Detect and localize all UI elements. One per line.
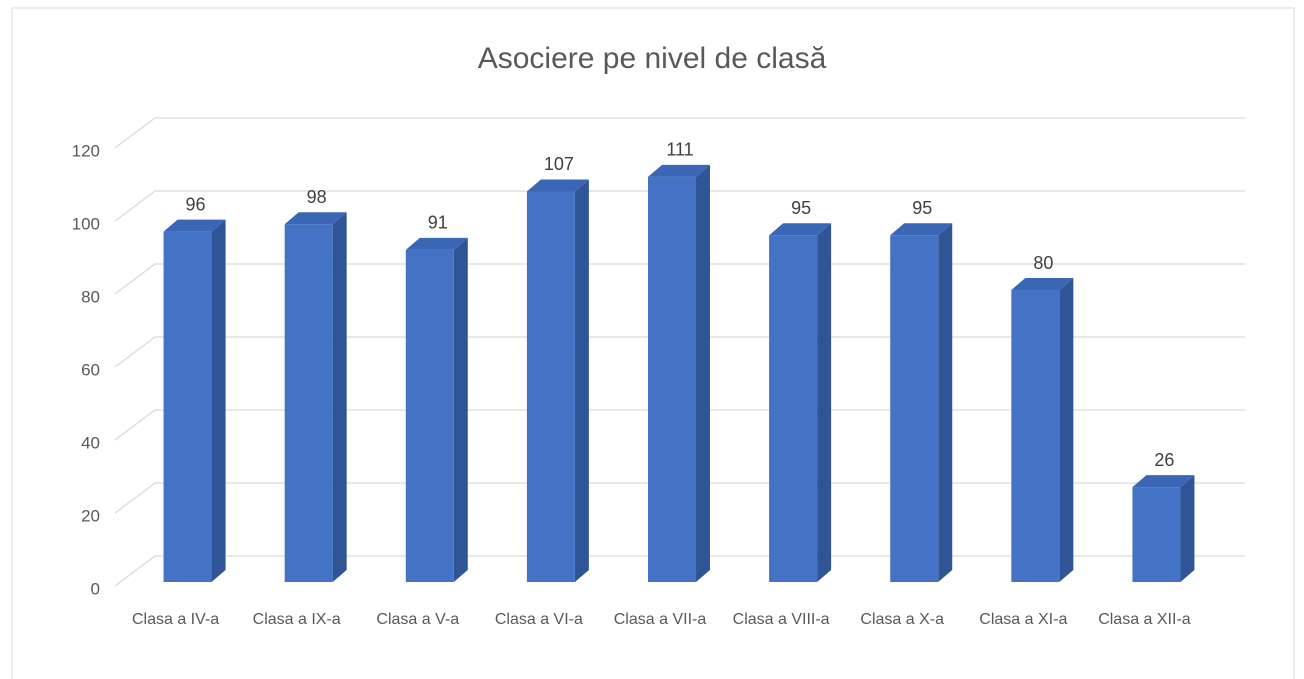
bar-top [526,179,589,192]
data-label: 111 [666,140,693,160]
bar-top [284,212,347,225]
x-tick-label: Clasa a VII-a [614,611,707,628]
grid-line [114,336,1245,368]
grid-line [114,263,1245,295]
bar-front [526,191,575,582]
grid-line [114,482,1245,514]
data-label: 95 [912,198,932,218]
x-tick-label: Clasa a VI-a [495,611,583,628]
y-tick-label: 20 [81,506,100,525]
bar-top [769,223,832,236]
bar-side [938,223,953,582]
bar-side [1180,475,1195,582]
x-tick-label: Clasa a XII-a [1098,611,1191,628]
bar-side [453,237,468,582]
bar-top [1132,475,1195,488]
y-tick-label: 40 [81,433,100,452]
x-tick-label: Clasa a XI-a [979,611,1067,628]
data-label: 107 [544,154,574,174]
x-tick-label: Clasa a IX-a [253,611,341,628]
y-tick-label: 0 [91,579,100,598]
bar-side [1059,278,1074,582]
bar-front [890,235,939,582]
y-tick-label: 120 [72,141,100,160]
chart-title: Asociere pe nivel de clasă [478,42,827,75]
bar-front [1132,487,1181,582]
bar [284,212,347,583]
bar-side [332,212,347,583]
bar [405,237,468,582]
y-tick-label: 60 [81,360,100,379]
bar-top [1011,278,1074,290]
bar [648,164,710,582]
data-label: 96 [186,194,206,214]
bar-front [405,249,454,582]
bar-top [648,164,710,177]
data-label: 26 [1154,450,1174,470]
grid-line [114,117,1245,149]
grid-line [114,555,1245,587]
y-tick-label: 100 [72,214,100,233]
bar [163,219,226,582]
bar-top [405,237,468,250]
data-label: 91 [428,213,448,233]
y-tick-label: 80 [81,287,100,306]
bar-front [163,231,212,582]
bar [1132,475,1195,582]
bar-front [648,176,696,582]
bar-front [1011,290,1060,582]
data-label: 95 [791,198,811,218]
data-label: 80 [1033,253,1053,273]
data-label: 98 [307,187,327,207]
bar [1011,278,1074,582]
bar-front [769,235,818,582]
grid-line [114,409,1245,441]
bar-top [163,219,226,232]
bar [769,223,832,582]
x-tick-label: Clasa a V-a [376,611,459,628]
bar-side [817,223,832,582]
bar-front [284,224,333,583]
bar-side [696,164,710,582]
bar [526,179,589,582]
bar-side [211,219,226,582]
x-tick-label: Clasa a X-a [860,611,944,628]
x-tick-label: Clasa a VIII-a [733,611,830,628]
bar-top [890,223,953,236]
bar-side [574,179,589,582]
x-tick-label: Clasa a IV-a [132,611,219,628]
grid-line [114,190,1245,222]
bar [890,223,953,582]
